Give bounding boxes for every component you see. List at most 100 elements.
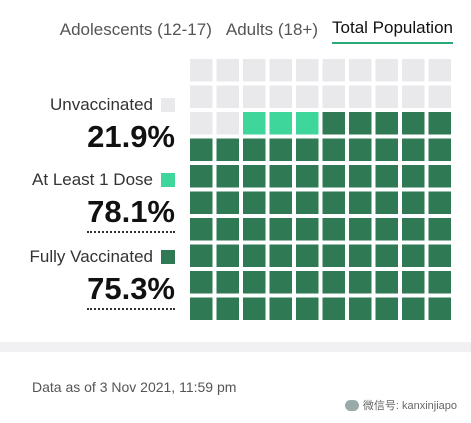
waffle-cell-fully-vaccinated bbox=[375, 218, 398, 241]
waffle-cell-unvaccinated bbox=[216, 112, 239, 135]
waffle-cell-fully-vaccinated bbox=[375, 138, 398, 161]
waffle-cell-fully-vaccinated bbox=[375, 297, 398, 320]
waffle-cell-fully-vaccinated bbox=[269, 165, 292, 188]
waffle-cell-fully-vaccinated bbox=[296, 138, 319, 161]
waffle-cell-unvaccinated bbox=[402, 59, 425, 82]
waffle-cell-fully-vaccinated bbox=[402, 271, 425, 294]
waffle-cell-fully-vaccinated bbox=[269, 271, 292, 294]
waffle-cell-fully-vaccinated bbox=[349, 191, 372, 214]
waffle-cell-unvaccinated bbox=[216, 59, 239, 82]
waffle-cell-fully-vaccinated bbox=[296, 165, 319, 188]
waffle-cell-fully-vaccinated bbox=[375, 271, 398, 294]
waffle-cell-unvaccinated bbox=[243, 59, 266, 82]
waffle-cell-unvaccinated bbox=[322, 59, 345, 82]
legend-fully-vaccinated-swatch bbox=[161, 250, 175, 264]
watermark: 微信号: kanxinjiapo bbox=[344, 397, 457, 413]
waffle-cell-unvaccinated bbox=[349, 85, 372, 108]
waffle-cell-fully-vaccinated bbox=[190, 218, 213, 241]
tab-adolescents[interactable]: Adolescents (12-17) bbox=[59, 20, 212, 39]
waffle-cell-fully-vaccinated bbox=[322, 165, 345, 188]
waffle-cell-fully-vaccinated bbox=[243, 165, 266, 188]
waffle-cell-fully-vaccinated bbox=[216, 271, 239, 294]
waffle-cell-at-least-one-dose bbox=[296, 112, 319, 135]
waffle-cell-unvaccinated bbox=[322, 85, 345, 108]
waffle-cell-fully-vaccinated bbox=[269, 218, 292, 241]
waffle-cell-fully-vaccinated bbox=[322, 271, 345, 294]
legend-at-least-one-dose: At Least 1 Dose bbox=[32, 170, 175, 190]
watermark-text: 微信号: kanxinjiapo bbox=[362, 400, 457, 412]
legend-at-least-one-dose-value: 78.1% bbox=[87, 194, 175, 233]
waffle-cell-fully-vaccinated bbox=[428, 271, 451, 294]
waffle-cell-fully-vaccinated bbox=[375, 244, 398, 267]
section-divider bbox=[0, 342, 471, 352]
waffle-cell-unvaccinated bbox=[190, 59, 213, 82]
waffle-cell-fully-vaccinated bbox=[428, 191, 451, 214]
waffle-cell-unvaccinated bbox=[296, 85, 319, 108]
waffle-cell-fully-vaccinated bbox=[243, 244, 266, 267]
waffle-cell-fully-vaccinated bbox=[243, 138, 266, 161]
waffle-cell-fully-vaccinated bbox=[375, 191, 398, 214]
waffle-cell-fully-vaccinated bbox=[190, 244, 213, 267]
legend-at-least-one-dose-label: At Least 1 Dose bbox=[32, 170, 153, 189]
waffle-cell-fully-vaccinated bbox=[190, 271, 213, 294]
waffle-cell-fully-vaccinated bbox=[296, 297, 319, 320]
waffle-cell-fully-vaccinated bbox=[349, 244, 372, 267]
legend-unvaccinated-swatch bbox=[161, 98, 175, 112]
waffle-cell-fully-vaccinated bbox=[243, 218, 266, 241]
waffle-cell-fully-vaccinated bbox=[243, 297, 266, 320]
legend-at-least-one-dose-swatch bbox=[161, 173, 175, 187]
waffle-cell-fully-vaccinated bbox=[190, 191, 213, 214]
waffle-cell-fully-vaccinated bbox=[296, 218, 319, 241]
waffle-cell-fully-vaccinated bbox=[190, 297, 213, 320]
waffle-cell-unvaccinated bbox=[269, 59, 292, 82]
waffle-cell-fully-vaccinated bbox=[349, 297, 372, 320]
waffle-cell-fully-vaccinated bbox=[428, 165, 451, 188]
waffle-cell-fully-vaccinated bbox=[428, 112, 451, 135]
waffle-cell-fully-vaccinated bbox=[296, 271, 319, 294]
waffle-cell-fully-vaccinated bbox=[216, 297, 239, 320]
waffle-cell-fully-vaccinated bbox=[349, 271, 372, 294]
waffle-cell-unvaccinated bbox=[402, 85, 425, 108]
waffle-cell-fully-vaccinated bbox=[190, 165, 213, 188]
waffle-cell-unvaccinated bbox=[190, 112, 213, 135]
waffle-cell-fully-vaccinated bbox=[243, 191, 266, 214]
waffle-cell-unvaccinated bbox=[375, 85, 398, 108]
waffle-cell-fully-vaccinated bbox=[375, 112, 398, 135]
waffle-cell-fully-vaccinated bbox=[296, 191, 319, 214]
waffle-cell-at-least-one-dose bbox=[269, 112, 292, 135]
waffle-cell-fully-vaccinated bbox=[349, 165, 372, 188]
waffle-cell-unvaccinated bbox=[216, 85, 239, 108]
waffle-cell-fully-vaccinated bbox=[322, 218, 345, 241]
waffle-cell-fully-vaccinated bbox=[269, 191, 292, 214]
legend-fully-vaccinated-value: 75.3% bbox=[87, 271, 175, 310]
tab-total-population[interactable]: Total Population bbox=[332, 18, 453, 44]
waffle-cell-fully-vaccinated bbox=[349, 112, 372, 135]
waffle-cell-fully-vaccinated bbox=[428, 218, 451, 241]
waffle-cell-fully-vaccinated bbox=[322, 297, 345, 320]
waffle-cell-fully-vaccinated bbox=[402, 138, 425, 161]
legend-fully-vaccinated: Fully Vaccinated bbox=[30, 247, 175, 267]
waffle-cell-fully-vaccinated bbox=[402, 297, 425, 320]
waffle-cell-fully-vaccinated bbox=[402, 165, 425, 188]
waffle-cell-fully-vaccinated bbox=[428, 297, 451, 320]
waffle-cell-fully-vaccinated bbox=[375, 165, 398, 188]
waffle-cell-fully-vaccinated bbox=[322, 191, 345, 214]
legend-fully-vaccinated-label: Fully Vaccinated bbox=[29, 247, 153, 266]
waffle-cell-fully-vaccinated bbox=[216, 138, 239, 161]
waffle-cell-at-least-one-dose bbox=[243, 112, 266, 135]
waffle-cell-unvaccinated bbox=[428, 59, 451, 82]
waffle-cell-fully-vaccinated bbox=[190, 138, 213, 161]
waffle-chart bbox=[190, 59, 451, 320]
waffle-cell-unvaccinated bbox=[243, 85, 266, 108]
legend: Unvaccinated 21.9% At Least 1 Dose 78.1%… bbox=[30, 95, 175, 324]
legend-unvaccinated-value: 21.9% bbox=[87, 119, 175, 154]
population-tabs: Adolescents (12-17) Adults (18+) Total P… bbox=[60, 18, 453, 44]
waffle-cell-fully-vaccinated bbox=[216, 218, 239, 241]
waffle-cell-fully-vaccinated bbox=[402, 112, 425, 135]
waffle-cell-fully-vaccinated bbox=[428, 138, 451, 161]
waffle-cell-fully-vaccinated bbox=[216, 165, 239, 188]
tab-adults[interactable]: Adults (18+) bbox=[225, 20, 319, 39]
legend-unvaccinated-label: Unvaccinated bbox=[49, 95, 153, 114]
waffle-cell-fully-vaccinated bbox=[349, 218, 372, 241]
waffle-cell-unvaccinated bbox=[349, 59, 372, 82]
